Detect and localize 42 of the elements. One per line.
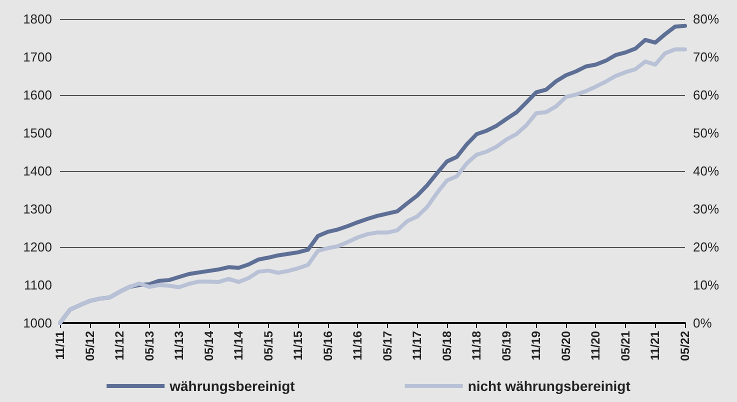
y-tick-label: 1400 (23, 164, 52, 178)
x-tick-label: 05/13 (142, 330, 156, 362)
x-tick-label: 11/16 (350, 330, 365, 360)
x-tick-label: 11/11 (53, 330, 67, 360)
x-tick-label: 05/19 (499, 330, 514, 362)
legend-label: nicht währungsbereinigt (468, 378, 631, 394)
y-tick-label: 1600 (23, 88, 52, 102)
y2-tick-label: 0% (693, 316, 712, 330)
y2-tick-label: 50% (693, 126, 720, 140)
x-tick-label: 11/13 (172, 330, 186, 360)
y2-tick-label: 20% (693, 240, 720, 254)
x-tick-label: 05/14 (202, 330, 216, 362)
x-tick-label: 05/20 (558, 330, 573, 362)
x-tick-label: 05/17 (380, 330, 394, 362)
y2-tick-label: 30% (693, 202, 720, 216)
x-tick-label: 11/15 (291, 330, 306, 360)
x-tick-label: 11/17 (410, 330, 424, 360)
y2-tick-label: 10% (693, 278, 720, 292)
y-tick-label: 1200 (23, 240, 52, 254)
x-tick-label: 11/21 (648, 330, 662, 360)
y2-tick-label: 40% (693, 164, 720, 178)
y-tick-label: 1700 (23, 50, 52, 64)
x-tick-label: 11/18 (470, 330, 484, 360)
y2-tick-label: 70% (693, 50, 720, 64)
y-tick-label: 1500 (23, 126, 52, 140)
x-tick-label: 05/18 (440, 330, 454, 362)
x-tick-label: 05/12 (82, 330, 97, 362)
legend-label: währungsbereinigt (168, 378, 296, 394)
x-tick-label: 05/22 (678, 330, 692, 362)
x-tick-label: 05/16 (320, 330, 335, 362)
y2-tick-label: 80% (693, 12, 720, 26)
x-tick-label: 05/15 (261, 330, 276, 362)
y-tick-label: 1000 (23, 316, 52, 330)
x-tick-label: 05/21 (618, 330, 632, 362)
x-tick-label: 11/19 (529, 330, 544, 360)
x-tick-label: 11/20 (588, 330, 603, 360)
y-tick-label: 1300 (23, 202, 52, 216)
y-tick-label: 1100 (24, 278, 52, 292)
x-tick-label: 11/12 (112, 330, 127, 360)
y2-tick-label: 60% (693, 88, 720, 102)
y-tick-label: 1800 (23, 12, 52, 26)
x-tick-label: 11/14 (232, 330, 246, 360)
